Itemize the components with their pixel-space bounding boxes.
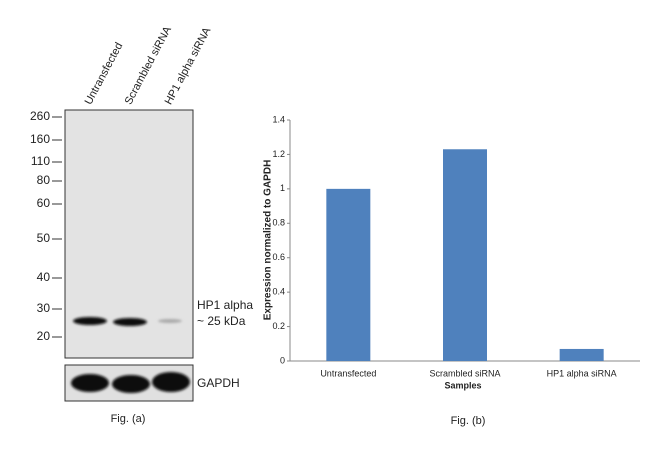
x-axis-title: Samples [444,380,481,390]
marker-label: 20 [37,329,51,343]
bands [71,317,190,393]
y-tick-label: 0.6 [272,252,285,262]
y-tick-label: 0.2 [272,321,285,331]
y-tick-label: 1 [280,183,285,193]
band [113,318,147,326]
caption-b: Fig. (b) [451,415,486,427]
band-size: ~ 25 kDa [197,314,246,328]
y-tick-label: 1.4 [272,114,285,124]
caption-a: Fig. (a) [111,413,146,425]
bar [443,149,487,361]
marker-label: 80 [37,173,51,187]
x-tick-label: HP1 alpha siRNA [547,368,617,378]
lane-label: HP1 alpha siRNA [163,25,214,107]
marker-label: 50 [37,231,51,245]
band [158,319,182,323]
band [152,372,190,392]
band [73,317,107,325]
lane-label: Untransfected [83,41,126,107]
marker-label: 160 [30,132,50,146]
x-tick-label: Untransfected [320,368,376,378]
band [112,375,150,393]
band-label: HP1 alpha [197,298,253,312]
bar [559,348,604,361]
control-label: GAPDH [197,376,240,390]
marker-label: 260 [30,109,50,123]
y-tick-label: 0 [280,355,285,365]
blot-membrane [64,109,194,359]
bar [326,188,371,361]
x-tick-label: Scrambled siRNA [429,368,500,378]
marker-label: 40 [37,270,51,284]
marker-label: 30 [37,301,51,315]
marker-label: 60 [37,196,51,210]
y-tick-label: 1.2 [272,149,285,159]
y-tick-label: 0.4 [272,287,285,297]
marker-label: 110 [31,154,50,168]
band [71,374,109,392]
y-axis-title: Expression normalized to GAPDH [263,160,274,321]
y-tick-label: 0.8 [272,218,285,228]
